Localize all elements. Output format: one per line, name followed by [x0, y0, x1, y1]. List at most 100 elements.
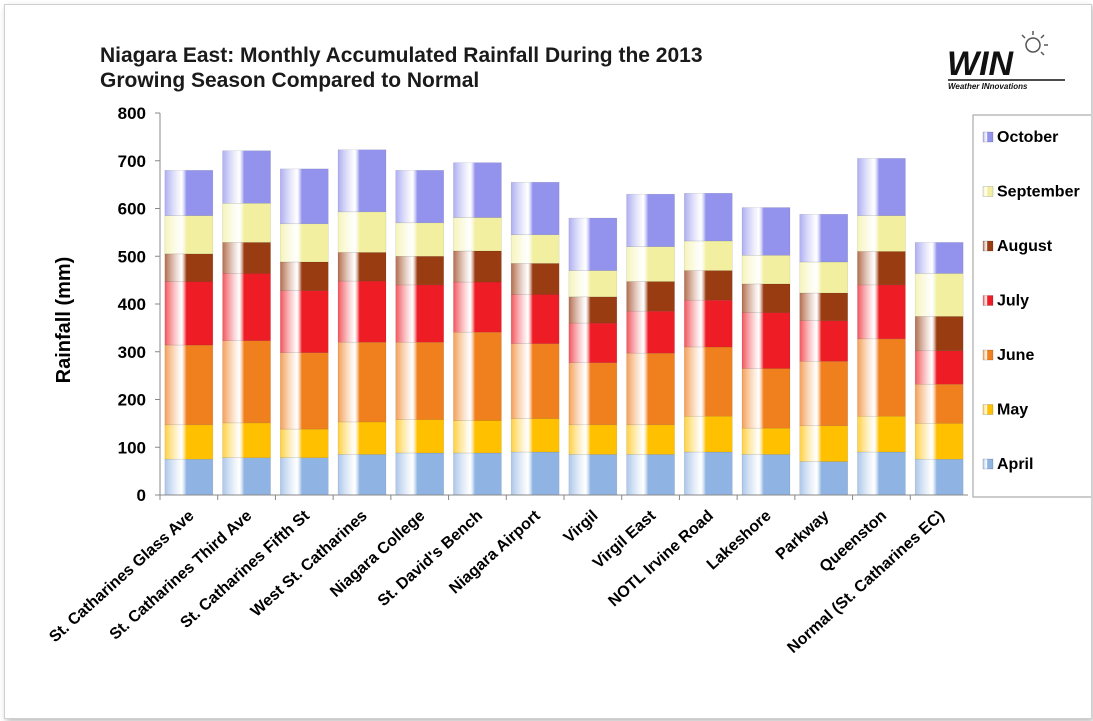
x-tick-label: West St. Catharines [248, 507, 371, 620]
legend-swatch [982, 131, 994, 143]
bar-stack [741, 207, 791, 496]
bar-segment-may [914, 423, 964, 460]
bar-segment-april [222, 457, 271, 496]
bar-segment-may [510, 418, 560, 453]
bar-segment-september [568, 270, 618, 298]
bar-segment-september [222, 202, 271, 243]
bar-segment-august [626, 281, 675, 312]
bar-segment-may [568, 424, 618, 455]
bar-stack [684, 192, 733, 496]
bar-segment-october [510, 181, 560, 236]
bar-segment-september [395, 222, 444, 257]
sun-icon [1021, 31, 1048, 56]
bar-segment-october [395, 170, 444, 224]
legend-label: May [997, 402, 1028, 419]
x-tick-label: Parkway [773, 507, 833, 563]
bar-segment-october [857, 158, 906, 216]
bar-segment-april [280, 457, 329, 496]
bar-segment-july [626, 310, 675, 354]
legend-item-october: October [982, 129, 1058, 146]
bar-segment-september [280, 223, 329, 263]
bar-segment-july [395, 284, 444, 343]
bar-segment-july [799, 320, 848, 362]
bar-segment-july [280, 290, 329, 353]
bar-segment-june [857, 338, 906, 417]
y-tick-label: 300 [118, 343, 146, 362]
bar-segment-april [684, 451, 733, 496]
bar-segment-june [337, 341, 387, 423]
bar-segment-july [568, 322, 618, 363]
bar-segment-july [510, 294, 560, 344]
bar-segment-april [857, 451, 906, 496]
x-tick-label: St. David's Bench [375, 507, 486, 610]
y-tick-label: 400 [118, 295, 146, 314]
legend-item-september: September [982, 184, 1080, 201]
y-tick-label: 500 [118, 247, 146, 266]
legend-swatch [982, 295, 994, 306]
bar-segment-july [453, 281, 502, 333]
bar-segment-may [453, 420, 502, 454]
bar-segment-august [914, 316, 964, 352]
bar-segment-september [164, 215, 214, 255]
bar-segment-october [799, 213, 848, 263]
bar-segment-october [164, 170, 214, 216]
bar-segment-april [164, 458, 214, 496]
bar-stack [395, 170, 444, 496]
bar-segment-april [395, 452, 444, 496]
bar-segment-may [799, 425, 848, 462]
chart-title-line-1: Niagara East: Monthly Accumulated Rainfa… [100, 44, 703, 67]
bar-segment-august [568, 296, 618, 324]
bar-segment-september [741, 255, 791, 285]
bar-segment-october [222, 150, 271, 204]
bar-segment-august [453, 250, 502, 283]
y-axis-ticks: 0 100 200 300 400 500 600 700 800 [118, 104, 160, 505]
legend-swatch [982, 404, 994, 415]
bar-segment-july [164, 281, 214, 346]
bar-segment-april [626, 454, 675, 496]
bar-segment-june [395, 341, 444, 420]
bar-segment-june [453, 331, 502, 421]
y-tick-label: 700 [118, 152, 146, 171]
bar-segment-june [222, 340, 271, 424]
legend: October September August July June May April [972, 114, 1091, 498]
bar-stack [164, 170, 214, 496]
bar-stack [857, 158, 906, 496]
bar-segment-may [164, 424, 214, 460]
bar-segment-june [164, 344, 214, 426]
logo-wordmark: WIN [947, 45, 1015, 83]
bar-segment-august [799, 292, 848, 321]
bar-segment-may [337, 421, 387, 455]
legend-item-june: June [982, 347, 1034, 364]
bar-segment-october [626, 193, 675, 247]
bar-segment-october [280, 168, 329, 225]
bar-stack [914, 242, 964, 496]
legend-item-may: May [982, 402, 1028, 419]
bar-segment-june [799, 361, 848, 427]
legend-swatch [982, 349, 994, 361]
legend-item-august: August [982, 238, 1053, 255]
bar-segment-september [337, 211, 387, 253]
bar-segment-september [510, 234, 560, 264]
y-axis-label: Rainfall (mm) [53, 257, 75, 384]
bar-segment-june [741, 368, 791, 429]
legend-swatch [982, 240, 994, 252]
bar-segment-may [626, 424, 675, 455]
legend-swatch [982, 186, 994, 197]
legend-label: August [997, 238, 1053, 255]
y-tick-label: 0 [137, 486, 146, 505]
bar-segment-october [568, 217, 618, 271]
bar-segment-september [453, 217, 502, 252]
y-tick-label: 800 [118, 104, 146, 123]
bar-segment-october [741, 207, 791, 256]
bar-segment-july [914, 350, 964, 385]
bar-segment-august [337, 252, 387, 282]
bar-segment-august [164, 253, 214, 282]
bar-segment-july [222, 273, 271, 342]
bar-segment-april [453, 452, 502, 496]
bar-segment-september [857, 215, 906, 252]
bar-stack [222, 150, 271, 496]
legend-label: June [997, 347, 1034, 364]
x-tick-label: NOTL Irvine Road [605, 507, 717, 610]
bar-segment-june [914, 383, 964, 424]
legend-label: April [997, 456, 1033, 473]
